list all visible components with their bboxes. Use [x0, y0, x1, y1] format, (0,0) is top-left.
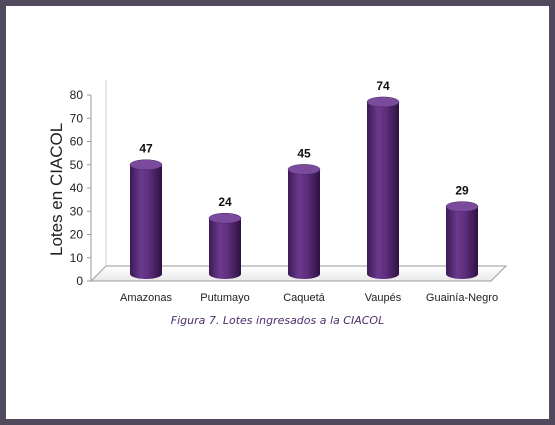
x-tick-label: Guainía-Negro [426, 292, 498, 304]
y-tick-label: 20 [70, 228, 84, 242]
bar [208, 212, 242, 279]
data-label: 24 [218, 195, 232, 209]
bar [366, 96, 400, 279]
y-tick-label: 10 [70, 251, 84, 265]
bar-top [445, 201, 479, 212]
chart-frame: 0 10 20 30 40 50 60 70 80 Amazonas Putumayo Caquetá… [6, 6, 549, 419]
bar-body [367, 101, 399, 279]
bar-top [287, 164, 321, 175]
y-tick-label: 80 [70, 88, 84, 102]
x-tick-label: Putumayo [200, 292, 250, 304]
bar-top [366, 96, 400, 108]
bar-top [208, 212, 242, 224]
data-label: 29 [455, 184, 469, 198]
y-tick-label: 70 [70, 111, 84, 125]
figure-caption: Figura 7. Lotes ingresados a la CIACOL [170, 314, 385, 327]
data-label: 45 [297, 146, 311, 160]
y-tick-label: 50 [70, 158, 84, 172]
y-axis-label: Lotes en CIACOL [47, 123, 66, 256]
bar-body [130, 164, 162, 279]
x-tick-label: Amazonas [120, 292, 172, 304]
x-tick-label: Vaupés [365, 292, 402, 304]
bars [129, 96, 479, 279]
bar-top [129, 159, 163, 170]
y-tick-label: 60 [70, 135, 84, 149]
data-labels: 47 24 45 74 29 [139, 79, 469, 209]
y-tick-label: 30 [70, 204, 84, 218]
x-tick-label: Caquetá [283, 292, 325, 304]
bar [129, 159, 163, 279]
bar-chart: 0 10 20 30 40 50 60 70 80 Amazonas Putumayo Caquetá… [47, 79, 508, 304]
bar-body [446, 206, 478, 279]
y-tick-label: 0 [76, 274, 83, 288]
y-tick-label: 40 [70, 181, 84, 195]
data-label: 74 [376, 79, 390, 93]
bar [445, 201, 479, 279]
bar-body [209, 218, 241, 279]
bar [287, 164, 321, 279]
bar-body [288, 169, 320, 279]
data-label: 47 [139, 142, 153, 156]
